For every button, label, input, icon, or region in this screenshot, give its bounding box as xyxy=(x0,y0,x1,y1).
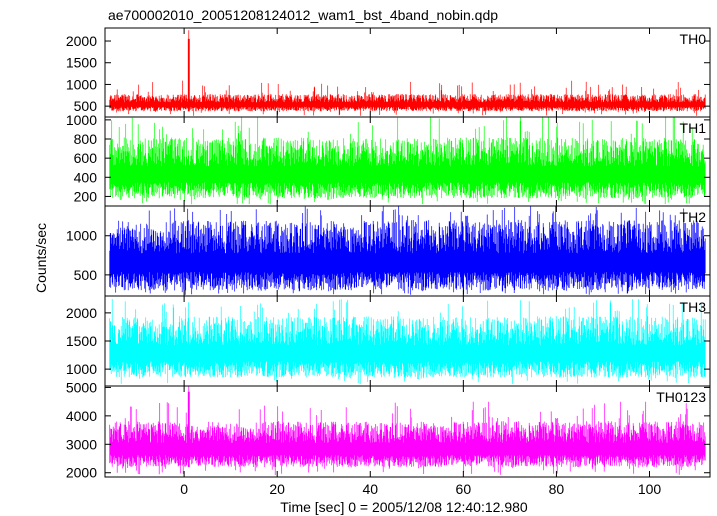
y-tick-label: 800 xyxy=(74,131,98,147)
y-tick-label: 500 xyxy=(74,267,98,283)
panel-th0123: 2000 3000 4000 5000 TH0123 xyxy=(66,379,711,481)
y-tick-label: 200 xyxy=(74,188,98,204)
panel-label: TH3 xyxy=(680,299,707,315)
x-tick-label: 60 xyxy=(456,481,472,497)
y-tick-label: 5000 xyxy=(66,379,97,395)
y-tick-label: 3000 xyxy=(66,436,97,452)
y-tick-label: 1000 xyxy=(66,76,97,92)
series-line-th1 xyxy=(109,117,706,205)
panel-label: TH2 xyxy=(680,209,707,225)
y-tick-label: 1500 xyxy=(66,55,97,71)
x-tick-label: 40 xyxy=(362,481,378,497)
y-tick-label: 400 xyxy=(74,169,98,185)
panel-label: TH0 xyxy=(680,31,707,47)
y-tick-label: 2000 xyxy=(66,305,97,321)
x-tick-label: 20 xyxy=(269,481,285,497)
y-tick-label: 1500 xyxy=(66,333,97,349)
y-axis-label: Counts/sec xyxy=(33,223,49,293)
y-tick-label: 500 xyxy=(74,98,98,114)
panel-th3: 1000 1500 2000 TH3 xyxy=(66,295,711,387)
panel-th1: 200 400 600 800 1000 TH1 xyxy=(66,112,711,207)
chart-title: ae700002010_20051208124012_wam1_bst_4ban… xyxy=(108,7,498,23)
y-tick-label: 1000 xyxy=(66,361,97,377)
panel-frame xyxy=(104,385,711,478)
series-line-th0 xyxy=(109,30,706,116)
y-tick-label: 2000 xyxy=(66,33,97,49)
y-tick-label: 1000 xyxy=(66,112,97,128)
series-line-th2 xyxy=(109,206,706,295)
x-axis-label: Time [sec] 0 = 2005/12/08 12:40:12.980 xyxy=(280,499,528,515)
x-tick-label: 80 xyxy=(549,481,565,497)
panel-th2: 500 1000 TH2 xyxy=(66,205,711,297)
y-tick-label: 1000 xyxy=(66,228,97,244)
series-line-th0123 xyxy=(109,386,706,475)
series-line-th3 xyxy=(109,299,706,385)
y-tick-label: 2000 xyxy=(66,465,97,481)
y-tick-label: 4000 xyxy=(66,408,97,424)
x-tick-label: 100 xyxy=(638,481,662,497)
panel-th0: 500 1000 1500 2000 TH0 xyxy=(66,27,711,118)
panel-label: TH1 xyxy=(680,120,707,136)
x-tick-label: 0 xyxy=(180,481,188,497)
panel-label: TH0123 xyxy=(656,389,706,405)
y-tick-label: 600 xyxy=(74,150,98,166)
